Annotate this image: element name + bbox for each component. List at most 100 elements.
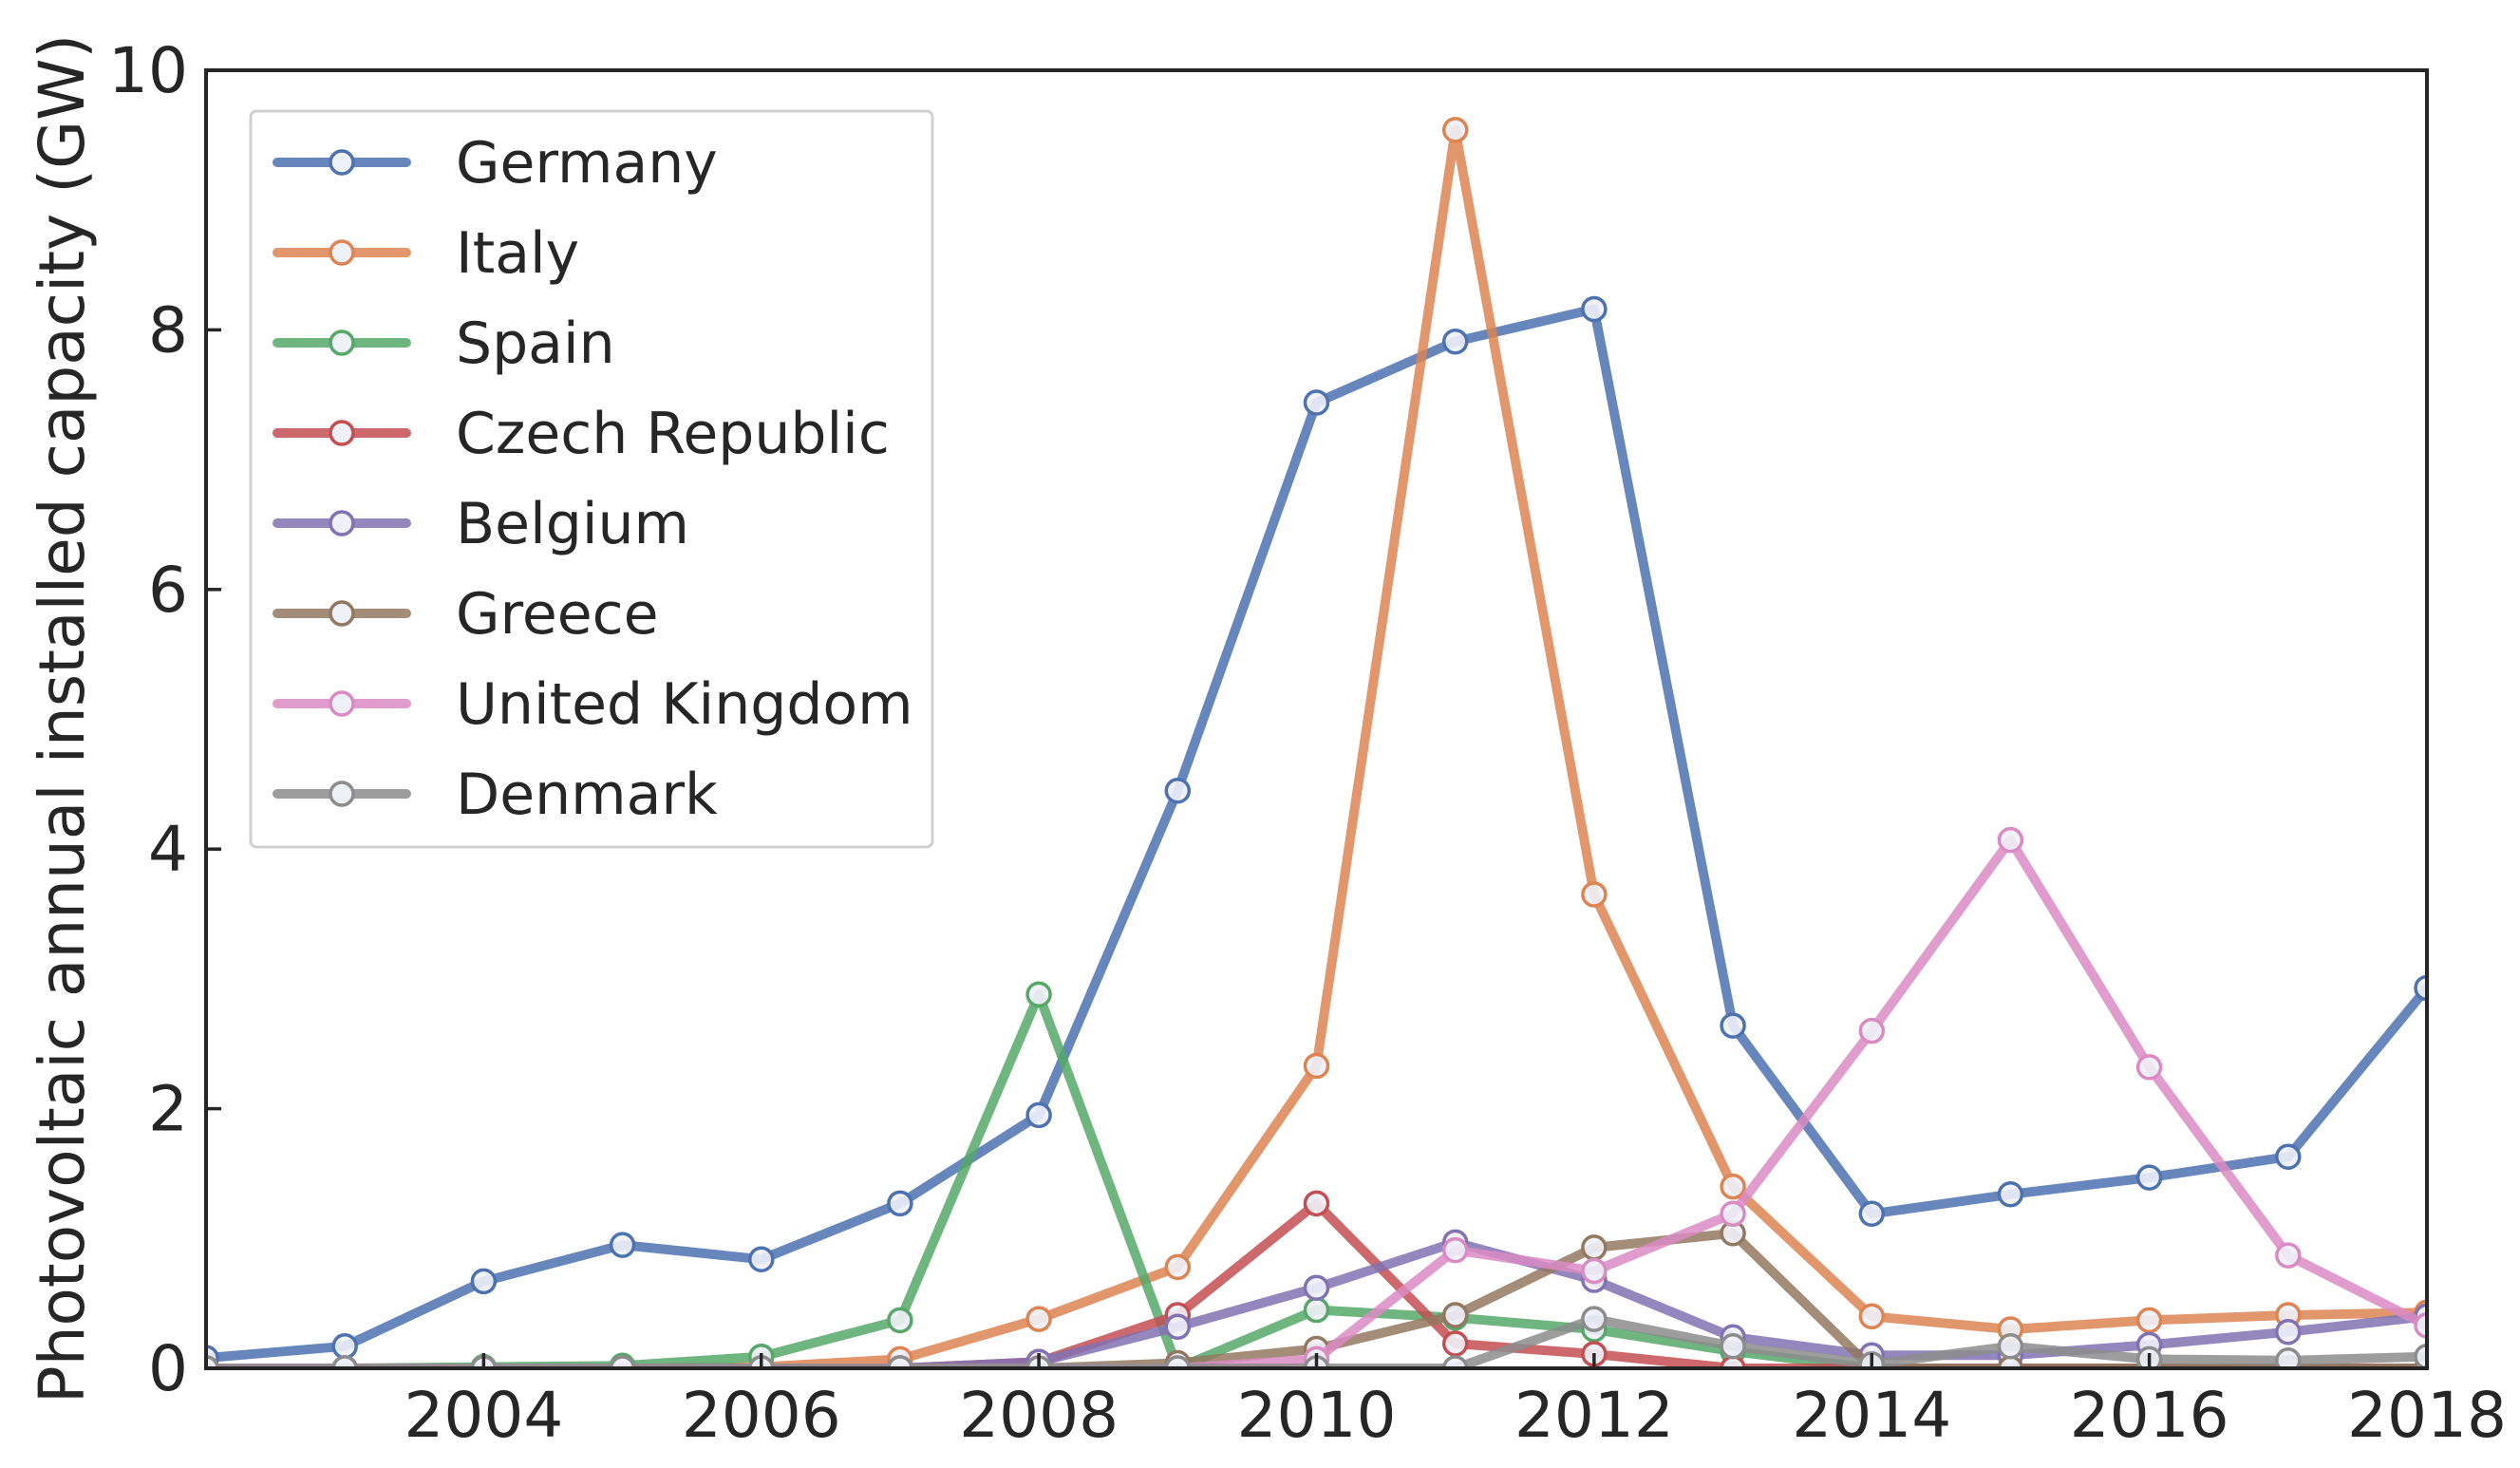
series-0 — [206, 295, 2427, 1368]
data-point — [887, 1355, 913, 1368]
data-point — [1303, 1274, 1330, 1301]
data-point — [887, 1190, 913, 1217]
data-point — [1581, 1306, 1608, 1332]
legend-item: Spain — [273, 311, 615, 377]
legend-marker — [329, 600, 355, 627]
data-point — [2275, 1347, 2302, 1368]
data-point — [2414, 974, 2427, 1002]
x-tick-label: 2014 — [1792, 1379, 1951, 1452]
legend-item: Greece — [273, 581, 659, 648]
data-point — [1441, 1330, 1469, 1357]
x-tick-label: 2008 — [959, 1379, 1119, 1452]
legend-item: Italy — [273, 220, 579, 287]
data-point — [748, 1246, 775, 1272]
legend-label: Germany — [456, 130, 718, 197]
data-point — [1164, 1355, 1192, 1368]
y-tick-label: 10 — [108, 34, 188, 107]
data-point — [1858, 1200, 1886, 1228]
data-point — [1025, 1101, 1052, 1129]
data-point — [470, 1268, 498, 1295]
data-point — [1303, 1190, 1330, 1217]
legend-label: Italy — [456, 220, 579, 287]
data-point — [1025, 981, 1052, 1008]
legend-item: Germany — [273, 130, 718, 197]
data-point — [1581, 881, 1608, 908]
legend-label: Spain — [456, 311, 615, 377]
legend-label: Belgium — [456, 491, 689, 557]
x-tick-label: 2004 — [404, 1379, 563, 1452]
data-point — [609, 1232, 636, 1258]
data-point — [2135, 1164, 2163, 1191]
x-tick-label: 2012 — [1514, 1379, 1674, 1452]
data-point — [1025, 1306, 1052, 1332]
legend-marker — [329, 690, 355, 717]
data-point — [206, 1355, 219, 1368]
y-tick-label: 2 — [148, 1073, 188, 1146]
x-tick-label: 2010 — [1237, 1379, 1397, 1452]
legend-box — [249, 109, 934, 849]
data-point — [1858, 1303, 1886, 1330]
x-tick-label: 2006 — [682, 1379, 841, 1452]
data-point — [887, 1307, 913, 1334]
legend-item: United Kingdom — [273, 671, 913, 738]
data-point — [1441, 1302, 1469, 1328]
data-point — [1997, 1181, 2024, 1208]
data-point — [1720, 1173, 1746, 1200]
data-point — [1720, 1012, 1746, 1039]
data-point — [1997, 826, 2024, 854]
legend-item: Denmark — [273, 762, 718, 828]
legend-label: Czech Republic — [456, 401, 890, 467]
x-axis: 2004 2006 2008 2010 2012 2014 2016 2018 — [404, 1353, 2507, 1452]
data-point — [1303, 1052, 1330, 1080]
data-point — [331, 1355, 358, 1368]
data-point — [1303, 1296, 1330, 1324]
series-line — [206, 1314, 2427, 1368]
legend-label: Denmark — [456, 762, 718, 828]
y-tick-label: 6 — [148, 554, 188, 627]
data-point — [2275, 1318, 2302, 1346]
x-tick-label: 2016 — [2070, 1379, 2229, 1452]
data-point — [1303, 389, 1330, 416]
data-point — [1997, 1333, 2024, 1360]
data-point — [1581, 295, 1608, 323]
data-point — [1581, 1234, 1608, 1261]
data-point — [1164, 1253, 1192, 1281]
data-point — [2275, 1242, 2302, 1269]
data-point — [1720, 1200, 1746, 1228]
data-point — [1441, 328, 1469, 355]
legend-label: United Kingdom — [456, 671, 913, 738]
legend-label: Greece — [456, 581, 659, 648]
data-point — [2135, 1307, 2163, 1334]
y-tick-label: 0 — [148, 1332, 188, 1405]
y-tick-label: 8 — [148, 293, 188, 367]
data-point — [609, 1355, 636, 1368]
data-point — [1441, 117, 1469, 143]
data-point — [1164, 777, 1192, 804]
legend-marker — [329, 239, 355, 266]
data-point — [1720, 1333, 1746, 1360]
legend-item: Czech Republic — [273, 401, 890, 467]
data-point — [1858, 1017, 1886, 1045]
y-axis-label: Photovoltaic annual installed capacity (… — [26, 34, 99, 1403]
legend-marker — [329, 510, 355, 536]
y-tick-label: 4 — [148, 813, 188, 886]
data-point — [331, 1333, 358, 1360]
x-tick-label: 2018 — [2347, 1379, 2507, 1452]
y-axis: 0 2 4 6 8 10 — [108, 34, 221, 1405]
data-point — [1441, 1355, 1469, 1368]
data-point — [2275, 1143, 2302, 1170]
legend-marker — [329, 149, 355, 176]
data-point — [2135, 1054, 2163, 1081]
legend-marker — [329, 781, 355, 807]
data-point — [2414, 1312, 2427, 1339]
legend: Germany Italy Spain Czech Republic Belgium Gr… — [249, 109, 934, 849]
data-point — [1164, 1313, 1192, 1341]
legend-marker — [329, 420, 355, 446]
data-point — [2414, 1343, 2427, 1368]
data-point — [1581, 1257, 1608, 1285]
legend-marker — [329, 329, 355, 356]
data-point — [1441, 1236, 1469, 1264]
series-7 — [206, 1306, 2427, 1368]
legend-item: Belgium — [273, 491, 689, 557]
